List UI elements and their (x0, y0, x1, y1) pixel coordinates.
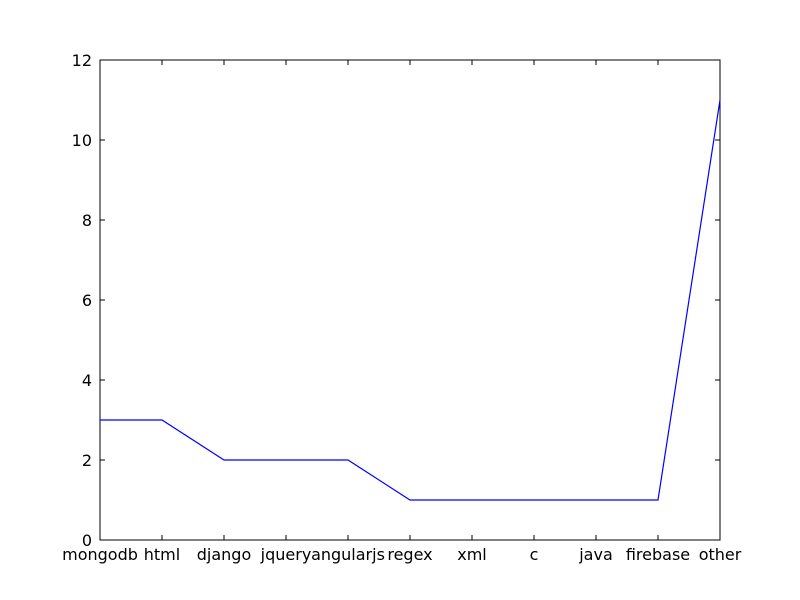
series-line (100, 99, 721, 501)
x-tick-label: django (197, 545, 252, 564)
y-tick-label: 0 (82, 531, 92, 550)
x-tick-label: jquery (260, 545, 312, 564)
x-tick-label: html (144, 545, 180, 564)
x-tick-label: java (578, 545, 613, 564)
x-tick-label: xml (457, 545, 487, 564)
y-tick-label: 2 (82, 451, 92, 470)
plot-frame (99, 59, 721, 541)
y-tick-label: 8 (82, 211, 92, 230)
y-tick-label: 12 (72, 51, 92, 70)
plot-area (99, 59, 721, 541)
y-tick-label: 10 (72, 131, 92, 150)
x-tick-label: other (699, 545, 742, 564)
series-layer (100, 99, 721, 501)
x-tick-label: mongodb (62, 545, 138, 564)
y-tick-label: 6 (82, 291, 92, 310)
x-tick-label: c (530, 545, 539, 564)
x-tick-label: angularjs (311, 545, 385, 564)
tick-labels-layer: mongodb html django jquery angularjs regex xml… (62, 51, 742, 564)
y-tick-label: 4 (82, 371, 92, 390)
ticks-layer (99, 59, 721, 541)
x-tick-label: regex (387, 545, 432, 564)
x-tick-label: firebase (626, 545, 690, 564)
